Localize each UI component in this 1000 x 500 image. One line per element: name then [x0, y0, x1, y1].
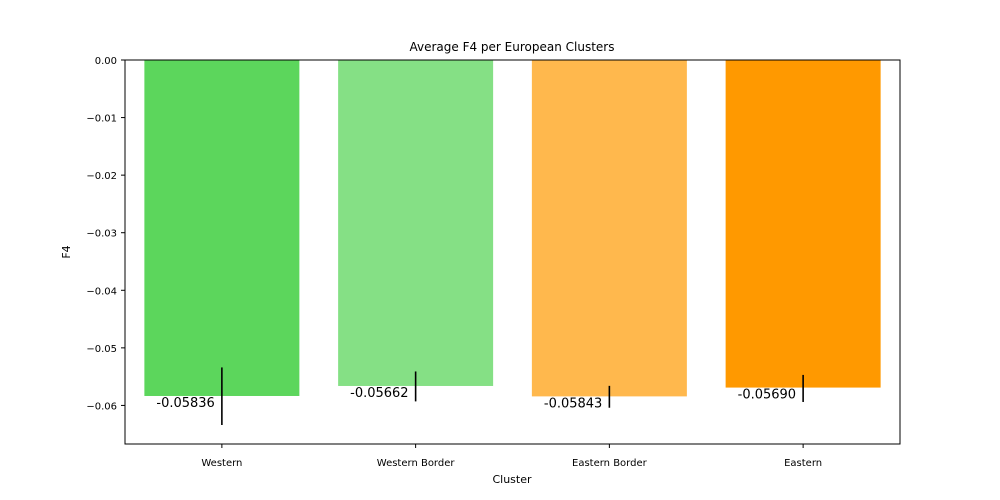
- bar: [531, 60, 687, 397]
- plot-frame: [124, 59, 901, 445]
- y-tick-label: −0.06: [86, 401, 117, 412]
- y-tick-label: −0.05: [86, 344, 117, 355]
- x-tick-label: Eastern Border: [572, 458, 648, 469]
- bars-group: [144, 60, 881, 397]
- value-label: -0.05662: [350, 386, 408, 401]
- value-label: -0.05690: [738, 388, 796, 403]
- value-label: -0.05843: [544, 396, 602, 411]
- x-tick-label: Eastern: [784, 458, 822, 469]
- y-axis-label: F4: [60, 245, 73, 258]
- x-tick-label: Western: [201, 458, 242, 469]
- chart-title: Average F4 per European Clusters: [409, 40, 614, 54]
- bar: [144, 60, 300, 396]
- bar: [725, 60, 881, 388]
- error-bars-group: [221, 367, 804, 426]
- y-tick-label: −0.02: [86, 171, 117, 182]
- x-axis-label: Cluster: [492, 473, 532, 486]
- y-tick-label: −0.03: [86, 229, 117, 240]
- y-tick-label: −0.04: [86, 286, 117, 297]
- x-axis: Western Western Border Eastern Border Easte…: [201, 444, 822, 469]
- y-tick-label: −0.01: [86, 114, 117, 125]
- y-tick-label: 0.00: [95, 56, 117, 67]
- value-labels-group: -0.05836 -0.05662 -0.05843 -0.05690: [156, 386, 796, 411]
- x-tick-label: Western Border: [377, 458, 456, 469]
- bar: [338, 60, 494, 386]
- y-axis: 0.00 −0.01 −0.02 −0.03 −0.04 −0.05 −0.06: [86, 56, 125, 412]
- value-label: -0.05836: [156, 396, 214, 411]
